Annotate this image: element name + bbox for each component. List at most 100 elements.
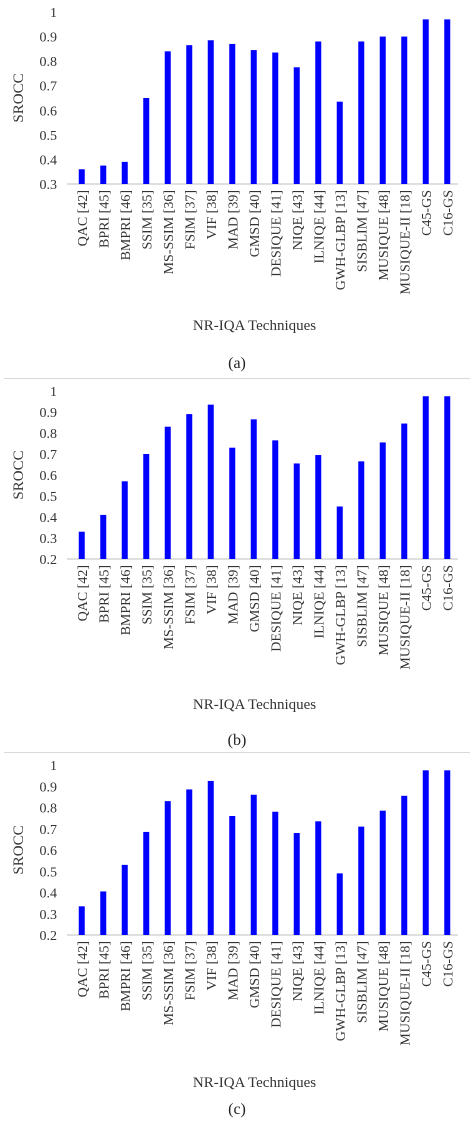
x-tick-label: SISBLIM [47] xyxy=(355,190,370,272)
bar-11 xyxy=(315,41,322,184)
chart-panel-a: 0.3 0.4 0.5 0.6 0.7 0.8 0.9 1 SROCC QAC [42] BPRI … xyxy=(0,0,474,378)
x-tick-label: VIF [38] xyxy=(205,941,220,990)
bar-10 xyxy=(293,833,300,935)
x-tick-label: MUSIQUE [48] xyxy=(377,190,392,281)
bar-12 xyxy=(336,873,343,935)
bar-chart-a: 0.3 0.4 0.5 0.6 0.7 0.8 0.9 1 SROCC QAC [42] BPRI … xyxy=(11,6,458,334)
bar-5 xyxy=(186,45,193,184)
y-tick-label: 0.8 xyxy=(40,55,58,70)
bar-0 xyxy=(78,531,85,559)
bar-6 xyxy=(207,40,214,184)
x-tick-label: MUSIQUE [48] xyxy=(377,941,392,1032)
bar-9 xyxy=(272,52,279,184)
x-tick-label: GWH-GLBP [13] xyxy=(334,190,349,290)
y-tick-label: 0.3 xyxy=(40,908,58,923)
x-tick-label: BMPRI [46] xyxy=(119,190,134,260)
bar-11 xyxy=(315,455,322,559)
y-tick-label: 1 xyxy=(50,6,57,21)
x-tick-label: FSIM [37] xyxy=(183,190,198,250)
bar-4 xyxy=(164,51,171,184)
bar-1 xyxy=(100,165,107,184)
bar-8 xyxy=(250,50,257,185)
x-axis-title: NR-IQA Techniques xyxy=(193,318,316,334)
bar-15 xyxy=(401,36,408,185)
x-tick-label: GMSD [40] xyxy=(248,565,263,632)
x-tick-label: C16-GS xyxy=(441,190,456,236)
x-axis-title: NR-IQA Techniques xyxy=(193,697,316,713)
x-tick-label: SSIM [35] xyxy=(140,190,155,250)
x-tick-label: DESIQUE [41] xyxy=(269,565,284,652)
bar-6 xyxy=(207,404,214,559)
x-tick-label: MAD [39] xyxy=(226,941,241,1001)
panel-divider xyxy=(4,378,470,379)
bar-3 xyxy=(143,98,150,184)
x-tick-label: NIQE [43] xyxy=(291,565,306,625)
x-tick-label: QAC [42] xyxy=(76,190,91,246)
x-tick-label: BMPRI [46] xyxy=(119,941,134,1011)
x-tick-label: DESIQUE [41] xyxy=(269,190,284,277)
x-tick-label: SSIM [35] xyxy=(140,565,155,625)
y-axis-title: SROCC xyxy=(11,73,27,122)
chart-panel-c: 0.2 0.3 0.4 0.5 0.6 0.7 0.8 0.9 1 SROCC QAC [42] BP… xyxy=(0,753,474,1129)
x-tick-label: GWH-GLBP [13] xyxy=(334,565,349,665)
bar-2 xyxy=(121,161,128,184)
bar-0 xyxy=(78,169,85,184)
caption-c: (c) xyxy=(228,1101,246,1118)
bar-16 xyxy=(422,396,429,559)
y-tick-label: 0.9 xyxy=(40,406,58,421)
y-tick-label: 0.3 xyxy=(40,178,58,193)
x-tick-label: MUSIQUE [48] xyxy=(377,565,392,656)
y-tick-label: 0.2 xyxy=(40,929,58,944)
y-tick-label: 0.7 xyxy=(40,823,58,838)
bar-11 xyxy=(315,821,322,935)
x-tick-label: C45-GS xyxy=(420,565,435,611)
x-tick-label: BPRI [45] xyxy=(97,190,112,248)
x-tick-label: ILNIQE [44] xyxy=(312,190,327,263)
bar-1 xyxy=(100,891,107,935)
x-tick-label: MUSIQUE-II [18] xyxy=(398,941,413,1046)
y-tick-label: 0.8 xyxy=(40,802,58,817)
bar-6 xyxy=(207,780,214,935)
x-axis-title: NR-IQA Techniques xyxy=(193,1075,316,1091)
bar-10 xyxy=(293,67,300,184)
x-tick-label: FSIM [37] xyxy=(183,565,198,625)
y-tick-label: 0.4 xyxy=(40,153,58,168)
x-tick-label: SISBLIM [47] xyxy=(355,941,370,1023)
bar-4 xyxy=(164,426,171,559)
bar-1 xyxy=(100,514,107,559)
x-tick-label: BPRI [45] xyxy=(97,565,112,623)
x-tick-label: C45-GS xyxy=(420,190,435,236)
caption-a: (a) xyxy=(228,355,246,372)
bar-13 xyxy=(358,41,365,184)
x-tick-label: C45-GS xyxy=(420,941,435,987)
bar-7 xyxy=(229,816,236,935)
bar-7 xyxy=(229,43,236,184)
x-tick-label: C16-GS xyxy=(441,941,456,987)
y-tick-label: 0.3 xyxy=(40,532,58,547)
y-tick-label: 0.5 xyxy=(40,865,58,880)
y-axis-title: SROCC xyxy=(11,825,27,874)
bar-7 xyxy=(229,447,236,559)
y-tick-label: 0.7 xyxy=(40,448,58,463)
bar-17 xyxy=(444,396,451,559)
x-tick-label: GMSD [40] xyxy=(248,190,263,257)
y-tick-label: 0.2 xyxy=(40,553,58,568)
y-tick-label: 0.5 xyxy=(40,129,58,144)
x-tick-label: QAC [42] xyxy=(76,941,91,997)
x-tick-label: SISBLIM [47] xyxy=(355,565,370,647)
y-tick-label: 0.6 xyxy=(40,469,58,484)
bar-16 xyxy=(422,770,429,935)
bar-2 xyxy=(121,481,128,559)
x-tick-label: MAD [39] xyxy=(226,190,241,250)
x-tick-label: QAC [42] xyxy=(76,565,91,621)
y-tick-label: 0.7 xyxy=(40,80,58,95)
x-tick-label: C16-GS xyxy=(441,565,456,611)
bar-17 xyxy=(444,19,451,184)
y-tick-label: 0.8 xyxy=(40,427,58,442)
x-tick-label: DESIQUE [41] xyxy=(269,941,284,1028)
x-tick-label: NIQE [43] xyxy=(291,190,306,250)
y-tick-label: 0.4 xyxy=(40,511,58,526)
bar-12 xyxy=(336,101,343,184)
bar-0 xyxy=(78,906,85,935)
x-tick-label: MS-SSIM [36] xyxy=(162,190,177,274)
